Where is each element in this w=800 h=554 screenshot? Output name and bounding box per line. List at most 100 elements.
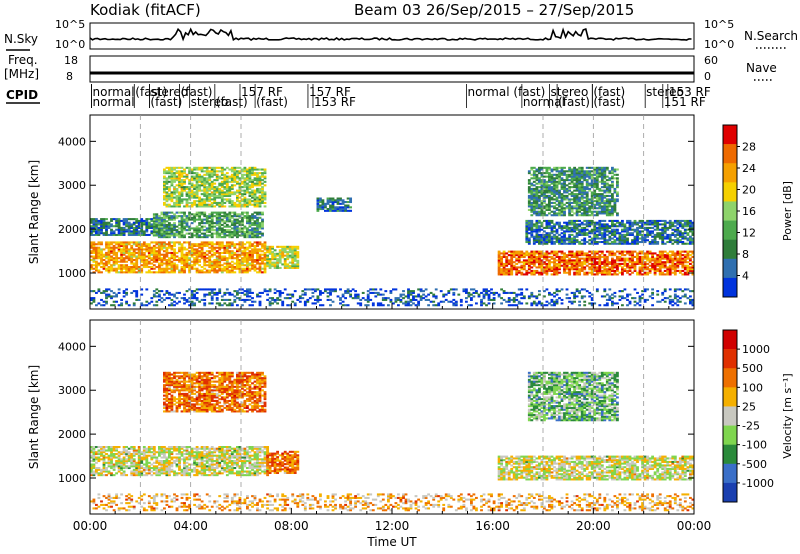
heatmap-cell bbox=[193, 191, 197, 194]
heatmap-cell bbox=[555, 212, 559, 215]
heatmap-cell bbox=[288, 245, 292, 248]
heatmap-cell bbox=[261, 173, 264, 176]
heatmap-cell bbox=[593, 189, 597, 192]
heatmap-cell bbox=[678, 259, 682, 262]
heatmap-cell bbox=[241, 203, 244, 206]
heatmap-cell bbox=[120, 219, 124, 222]
heatmap-cell bbox=[210, 205, 214, 208]
heatmap-cell bbox=[510, 259, 514, 262]
heatmap-cell bbox=[550, 198, 554, 201]
heatmap-cell bbox=[291, 252, 295, 255]
heatmap-cell bbox=[548, 235, 551, 238]
heatmap-cell bbox=[90, 298, 93, 301]
heatmap-cell bbox=[203, 184, 207, 187]
heatmap-cell bbox=[613, 168, 617, 171]
heatmap-cell bbox=[268, 251, 272, 254]
heatmap-cell bbox=[170, 216, 174, 219]
heatmap-cell bbox=[653, 271, 657, 274]
heatmap-cell bbox=[543, 252, 546, 255]
heatmap-cell bbox=[163, 246, 166, 249]
heatmap-cell bbox=[540, 168, 544, 171]
heatmap-cell bbox=[555, 177, 559, 180]
heatmap-cell bbox=[236, 264, 239, 267]
heatmap-cell bbox=[683, 268, 687, 271]
heatmap-cell bbox=[125, 230, 129, 233]
heatmap-cell bbox=[261, 189, 264, 192]
heatmap-cell bbox=[256, 225, 259, 228]
heatmap-cell bbox=[246, 267, 249, 270]
heatmap-cell bbox=[205, 172, 209, 175]
heatmap-cell bbox=[563, 210, 566, 213]
heatmap-cell bbox=[593, 196, 597, 199]
heatmap-cell bbox=[170, 172, 174, 175]
heatmap-cell bbox=[532, 273, 536, 276]
heatmap-cell bbox=[253, 232, 257, 235]
heatmap-cell bbox=[563, 214, 566, 217]
heatmap-cell bbox=[223, 193, 227, 196]
heatmap-cell bbox=[248, 246, 252, 249]
heatmap-cell bbox=[210, 170, 214, 173]
heatmap-cell bbox=[238, 267, 242, 270]
heatmap-cell bbox=[643, 255, 647, 258]
heatmap-cell bbox=[185, 218, 189, 221]
heatmap-cell bbox=[193, 184, 197, 187]
heatmap-cell bbox=[590, 230, 594, 233]
heatmap-cell bbox=[195, 200, 199, 203]
heatmap-cell bbox=[190, 243, 194, 246]
heatmap-cell bbox=[163, 215, 166, 218]
heatmap-cell bbox=[578, 166, 582, 169]
heatmap-cell bbox=[671, 221, 675, 224]
heatmap-cell bbox=[689, 269, 692, 272]
heatmap-cell bbox=[530, 191, 534, 194]
heatmap-cell bbox=[210, 194, 214, 197]
heatmap-cell bbox=[653, 266, 657, 269]
heatmap-cell bbox=[646, 254, 650, 257]
heatmap-cell bbox=[225, 262, 229, 265]
heatmap-cell bbox=[668, 261, 672, 264]
heatmap-cell bbox=[558, 268, 561, 271]
heatmap-cell bbox=[107, 251, 111, 254]
heatmap-cell bbox=[213, 246, 217, 249]
heatmap-cell bbox=[631, 257, 634, 260]
heatmap-cell bbox=[180, 218, 184, 221]
heatmap-cell bbox=[570, 180, 574, 183]
heatmap-cell bbox=[127, 232, 131, 235]
heatmap-cell bbox=[198, 255, 202, 258]
heatmap-cell bbox=[605, 250, 609, 253]
heatmap-cell bbox=[230, 230, 234, 233]
heatmap-cell bbox=[538, 219, 541, 222]
heatmap-cell bbox=[261, 271, 264, 274]
heatmap-cell bbox=[668, 219, 672, 222]
heatmap-cell bbox=[575, 196, 579, 199]
heatmap-cell bbox=[188, 205, 192, 208]
heatmap-cell bbox=[165, 223, 169, 226]
heatmap-cell bbox=[520, 266, 524, 269]
heatmap-cell bbox=[560, 207, 564, 210]
heatmap-cell bbox=[233, 271, 237, 274]
heatmap-cell bbox=[241, 223, 244, 226]
heatmap-cell bbox=[324, 209, 327, 212]
heatmap-cell bbox=[339, 209, 342, 212]
heatmap-cell bbox=[656, 223, 660, 226]
heatmap-cell bbox=[236, 227, 239, 230]
heatmap-cell bbox=[658, 264, 662, 267]
heatmap-cell bbox=[243, 191, 247, 194]
heatmap-cell bbox=[256, 177, 259, 180]
heatmap-cell bbox=[145, 246, 149, 249]
heatmap-cell bbox=[570, 266, 574, 269]
heatmap-cell bbox=[283, 263, 287, 266]
heatmap-cell bbox=[598, 198, 602, 201]
heatmap-cell bbox=[545, 205, 549, 208]
heatmap-cell bbox=[618, 232, 622, 235]
heatmap-cell bbox=[626, 230, 629, 233]
heatmap-cell bbox=[611, 207, 614, 210]
heatmap-cell bbox=[150, 218, 154, 221]
heatmap-cell bbox=[543, 266, 546, 269]
heatmap-cell bbox=[578, 223, 582, 226]
heatmap-cell bbox=[263, 244, 267, 247]
heatmap-cell bbox=[349, 206, 353, 209]
heatmap-cell bbox=[676, 219, 680, 222]
heatmap-cell bbox=[261, 193, 264, 196]
heatmap-cell bbox=[185, 253, 189, 256]
heatmap-cell bbox=[550, 168, 554, 171]
